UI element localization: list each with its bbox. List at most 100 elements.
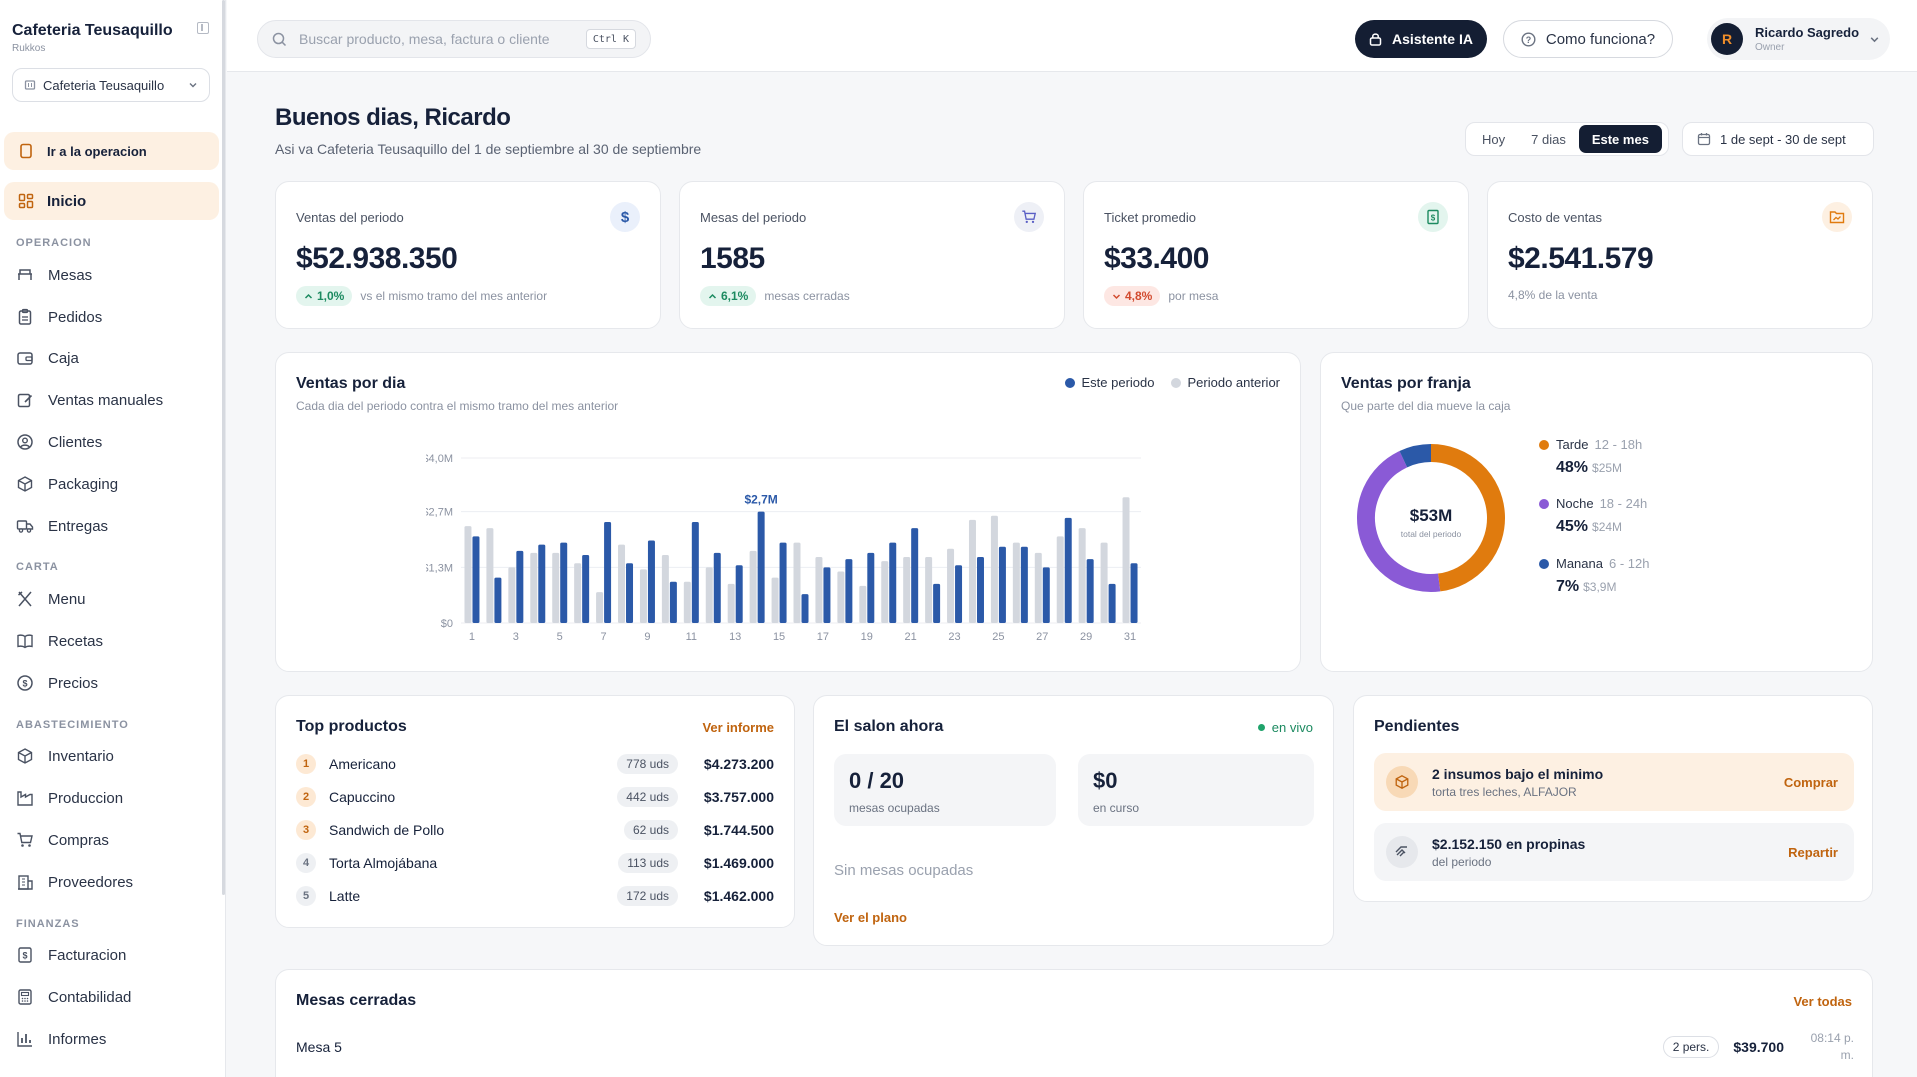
sidebar-item-proveedores[interactable]: Proveedores: [16, 869, 133, 895]
sidebar-item-caja[interactable]: Caja: [16, 345, 79, 371]
daily-sales-chart: $0$1,3M$2,7M$4,0M13579111315171921232527…: [426, 453, 1141, 643]
bar-current-period: [1086, 559, 1094, 623]
bar-current-period: [735, 565, 743, 623]
lock-icon: [1369, 33, 1382, 46]
folder-chart-icon: [1822, 202, 1852, 232]
sidebar-item-precios[interactable]: $ Precios: [16, 670, 98, 696]
sidebar-item-label: Entregas: [48, 517, 109, 535]
timeslot-donut-chart: $53M total del periodo: [1357, 444, 1505, 592]
sidebar-item-label: Clientes: [48, 433, 103, 451]
store-select[interactable]: Cafeteria Teusaquillo: [12, 68, 210, 102]
bar-current-period: [713, 552, 721, 623]
table-row[interactable]: Mesa 5 2 pers. $39.700 08:14 p. m.: [296, 1031, 1854, 1062]
bar-previous-period: [486, 528, 494, 623]
distribute-button[interactable]: Repartir: [1788, 844, 1838, 860]
sidebar-item-label: Ventas manuales: [48, 391, 164, 409]
view-all-link[interactable]: Ver todas: [1793, 994, 1852, 1009]
list-item[interactable]: 1 Americano 778 uds $4.273.200: [296, 752, 774, 776]
sidebar-item-label: Informes: [48, 1030, 107, 1048]
invoice-icon: $: [18, 947, 32, 963]
y-tick-label: $1,3M: [426, 562, 453, 574]
bar-previous-period: [837, 571, 845, 623]
sidebar-item-compras[interactable]: Compras: [16, 827, 109, 853]
timeslot-name: Tarde: [1556, 437, 1589, 452]
table-icon: [18, 269, 32, 280]
kpi-card-costo: Costo de ventas $2.541.579 4,8% de la ve…: [1487, 181, 1873, 329]
party-size-badge: 2 pers.: [1662, 1036, 1720, 1058]
bar-previous-period: [947, 548, 955, 623]
bar-previous-period: [881, 561, 889, 623]
timeslot-range: 12 - 18h: [1594, 437, 1643, 452]
kpi-footer: 6,1% mesas cerradas: [700, 286, 850, 306]
kpi-card-ventas: Ventas del periodo $ $52.938.350 1,0% vs…: [275, 181, 661, 329]
kpi-value: $33.400: [1104, 242, 1209, 275]
sidebar-item-clientes[interactable]: Clientes: [16, 429, 102, 455]
sidebar-item-inventario[interactable]: Inventario: [16, 743, 114, 769]
bar-current-period: [647, 540, 655, 623]
bar-current-period: [691, 521, 699, 623]
sidebar-item-label: Caja: [48, 349, 79, 367]
timeslot-amount: $3,9M: [1583, 580, 1617, 594]
sidebar-item-label: Facturacion: [48, 946, 127, 964]
daily-sales-card: Ventas por dia Cada dia del periodo cont…: [275, 352, 1301, 672]
sidebar-item-menu[interactable]: Menu: [16, 586, 86, 612]
sidebar-item-pedidos[interactable]: Pedidos: [16, 304, 102, 330]
utensils-icon: [18, 591, 32, 607]
sidebar-item-entregas[interactable]: Entregas: [16, 513, 108, 539]
section-operacion: OPERACION: [16, 237, 92, 249]
sidebar-item-informes[interactable]: Informes: [16, 1026, 106, 1052]
sidebar-item-produccion[interactable]: Produccion: [16, 785, 123, 811]
bar-current-period: [1108, 583, 1116, 623]
section-finanzas: FINANZAS: [16, 918, 80, 930]
search-input[interactable]: Buscar producto, mesa, factura o cliente…: [257, 20, 651, 58]
product-name: Americano: [329, 756, 396, 772]
x-tick-label: 11: [686, 631, 697, 643]
section-abastecimiento: ABASTECIMIENTO: [16, 719, 129, 731]
view-floorplan-link[interactable]: Ver el plano: [834, 910, 907, 925]
product-name: Torta Almojábana: [329, 855, 438, 871]
kpi-card-ticket: Ticket promedio $ $33.400 4,8% por mesa: [1083, 181, 1469, 329]
bar-current-period: [1020, 546, 1028, 623]
delta-badge: 1,0%: [296, 286, 353, 306]
sidebar-item-packaging[interactable]: Packaging: [16, 471, 118, 497]
sidebar-item-inicio[interactable]: Inicio: [4, 182, 219, 220]
period-option-este-mes[interactable]: Este mes: [1578, 125, 1662, 153]
top-products-card: Top productos Ver informe 1 Americano 77…: [275, 695, 795, 928]
list-item[interactable]: 2 Capuccino 442 uds $3.757.000: [296, 785, 774, 809]
period-option-hoy[interactable]: Hoy: [1482, 131, 1506, 147]
bar-previous-period: [771, 577, 779, 623]
legend-swatch: [1539, 498, 1549, 509]
list-item[interactable]: 5 Latte 172 uds $1.462.000: [296, 884, 774, 908]
ai-assistant-button[interactable]: Asistente IA: [1355, 20, 1487, 58]
view-report-link[interactable]: Ver informe: [702, 720, 774, 735]
svg-text:$: $: [22, 679, 27, 689]
sidebar-scrollbar[interactable]: [222, 0, 225, 895]
donut-slice-noche: [1357, 451, 1441, 592]
date-range-picker[interactable]: 1 de sept - 30 de sept: [1682, 122, 1874, 156]
sidebar-item-ventas-manuales[interactable]: Ventas manuales: [16, 387, 163, 413]
bar-previous-period: [639, 569, 647, 623]
table-amount: $39.700: [1733, 1039, 1784, 1055]
list-item[interactable]: 4 Torta Almojábana 113 uds $1.469.000: [296, 851, 774, 875]
buy-button[interactable]: Comprar: [1783, 774, 1838, 790]
sidebar-item-facturacion[interactable]: $ Facturacion: [16, 942, 126, 968]
timeslot-amount: $24M: [1592, 520, 1623, 534]
sidebar-item-contabilidad[interactable]: Contabilidad: [16, 984, 131, 1010]
sidebar-collapse-icon[interactable]: [197, 22, 209, 34]
user-menu[interactable]: R Ricardo Sagredo Owner: [1707, 18, 1890, 60]
list-item[interactable]: 3 Sandwich de Pollo 62 uds $1.744.500: [296, 818, 774, 842]
period-option-7-dias[interactable]: 7 dias: [1531, 131, 1566, 147]
factory-icon: [17, 791, 33, 806]
go-to-operation-label: Ir a la operacion: [47, 143, 147, 159]
delta-value: 4,8%: [1125, 289, 1153, 303]
calendar-icon: [1697, 133, 1711, 146]
sidebar-item-recetas[interactable]: Recetas: [16, 628, 103, 654]
donut-slice-manana: [1399, 444, 1432, 468]
svg-text:$: $: [1431, 214, 1436, 223]
how-it-works-button[interactable]: ? Como funciona?: [1503, 20, 1673, 58]
go-to-operation-button[interactable]: Ir a la operacion: [4, 132, 219, 170]
kpi-value: $52.938.350: [296, 242, 458, 275]
timeslot-amount: $25M: [1592, 461, 1623, 475]
bar-current-period: [538, 544, 546, 623]
sidebar-item-mesas[interactable]: Mesas: [16, 262, 92, 288]
